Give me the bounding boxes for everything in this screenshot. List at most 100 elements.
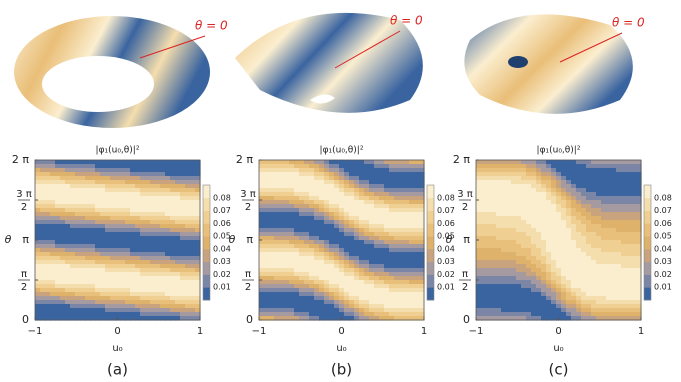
density-cell bbox=[289, 264, 295, 269]
density-cell bbox=[170, 272, 176, 277]
density-cell bbox=[394, 272, 400, 277]
density-cell bbox=[105, 236, 111, 241]
density-cell bbox=[481, 244, 487, 249]
density-cell bbox=[165, 204, 171, 209]
density-cell bbox=[611, 308, 617, 313]
density-cell bbox=[536, 188, 542, 193]
density-cell bbox=[65, 300, 71, 305]
density-cell bbox=[409, 292, 415, 297]
density-cell bbox=[571, 276, 577, 281]
density-cell bbox=[115, 260, 121, 265]
density-cell bbox=[274, 180, 280, 185]
density-cell bbox=[541, 268, 547, 273]
density-cell bbox=[50, 260, 56, 265]
density-cell bbox=[160, 212, 166, 217]
density-cell bbox=[354, 264, 360, 269]
density-cell bbox=[389, 244, 395, 249]
density-cell bbox=[521, 160, 527, 165]
density-cell bbox=[125, 260, 131, 265]
density-cell bbox=[496, 164, 502, 169]
density-cell bbox=[349, 160, 355, 165]
density-cell bbox=[621, 232, 627, 237]
density-cell bbox=[319, 228, 325, 233]
density-cell bbox=[511, 296, 517, 301]
density-cell bbox=[349, 172, 355, 177]
density-cell bbox=[394, 204, 400, 209]
density-cell bbox=[105, 200, 111, 205]
density-cell bbox=[284, 192, 290, 197]
density-cell bbox=[40, 196, 46, 201]
density-cell bbox=[100, 292, 106, 297]
density-cell bbox=[130, 292, 136, 297]
density-cell bbox=[374, 252, 380, 257]
density-cell bbox=[269, 160, 275, 165]
density-cell bbox=[55, 288, 61, 293]
density-cell bbox=[279, 292, 285, 297]
density-cell bbox=[145, 180, 151, 185]
density-cell bbox=[165, 300, 171, 305]
density-cell bbox=[501, 244, 507, 249]
density-cell bbox=[80, 284, 86, 289]
density-cell bbox=[110, 292, 116, 297]
density-cell bbox=[536, 252, 542, 257]
density-cell bbox=[65, 240, 71, 245]
density-cell bbox=[621, 280, 627, 285]
density-cell bbox=[581, 312, 587, 317]
density-cell bbox=[160, 204, 166, 209]
density-cell bbox=[269, 192, 275, 197]
density-cell bbox=[379, 224, 385, 229]
density-cell bbox=[349, 244, 355, 249]
density-cell bbox=[145, 200, 151, 205]
density-cell bbox=[626, 264, 632, 269]
density-cell bbox=[511, 288, 517, 293]
density-cell bbox=[611, 292, 617, 297]
density-cell bbox=[110, 172, 116, 177]
density-cell bbox=[135, 164, 141, 169]
density-cell bbox=[85, 276, 91, 281]
colorbar-swatch bbox=[644, 287, 651, 300]
density-cell bbox=[130, 160, 136, 165]
density-cell bbox=[511, 188, 517, 193]
density-cell bbox=[150, 280, 156, 285]
density-cell bbox=[384, 308, 390, 313]
density-cell bbox=[359, 260, 365, 265]
density-cell bbox=[165, 212, 171, 217]
density-cell bbox=[551, 264, 557, 269]
density-cell bbox=[384, 236, 390, 241]
density-cell bbox=[339, 304, 345, 309]
surfaces bbox=[14, 13, 633, 128]
density-cell bbox=[185, 228, 191, 233]
density-cell bbox=[299, 292, 305, 297]
density-cell bbox=[501, 204, 507, 209]
density-cell bbox=[506, 160, 512, 165]
density-cell bbox=[309, 300, 315, 305]
density-cell bbox=[65, 192, 71, 197]
colorbar-swatch bbox=[427, 185, 434, 198]
density-cell bbox=[364, 304, 370, 309]
density-cell bbox=[190, 164, 196, 169]
density-cell bbox=[60, 228, 66, 233]
density-cell bbox=[130, 212, 136, 217]
density-cell bbox=[259, 292, 265, 297]
density-cell bbox=[115, 240, 121, 245]
density-cell bbox=[414, 212, 420, 217]
density-cell bbox=[155, 220, 161, 225]
density-cell bbox=[481, 180, 487, 185]
density-cell bbox=[319, 164, 325, 169]
density-cell bbox=[110, 176, 116, 181]
density-cell bbox=[100, 256, 106, 261]
density-cell bbox=[70, 184, 76, 189]
density-cell bbox=[601, 216, 607, 221]
density-cell bbox=[319, 192, 325, 197]
density-cell bbox=[190, 288, 196, 293]
density-cell bbox=[50, 232, 56, 237]
density-cell bbox=[339, 284, 345, 289]
density-cell bbox=[130, 288, 136, 293]
density-cell bbox=[486, 244, 492, 249]
density-cell bbox=[289, 260, 295, 265]
density-cell bbox=[70, 200, 76, 205]
density-cell bbox=[175, 196, 181, 201]
density-cell bbox=[289, 208, 295, 213]
density-cell bbox=[384, 312, 390, 317]
density-cell bbox=[491, 208, 497, 213]
